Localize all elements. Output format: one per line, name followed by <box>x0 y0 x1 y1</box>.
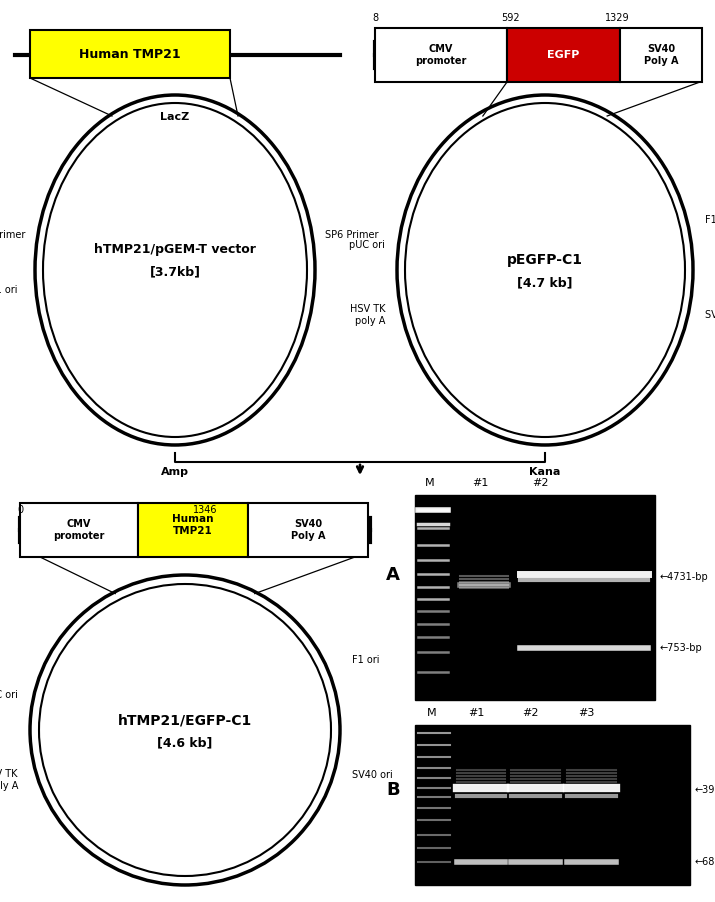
Text: pUC ori: pUC ori <box>0 690 18 700</box>
Text: hTMP21/pGEM-T vector: hTMP21/pGEM-T vector <box>94 244 256 256</box>
Bar <box>415 725 690 885</box>
Bar <box>375 28 507 82</box>
Text: F1 ori: F1 ori <box>705 215 715 225</box>
Text: LacZ: LacZ <box>160 112 189 122</box>
Text: [3.7kb]: [3.7kb] <box>149 265 200 279</box>
Text: Human
TMP21: Human TMP21 <box>172 514 214 536</box>
Text: HSV TK
poly A: HSV TK poly A <box>350 304 385 326</box>
Bar <box>248 503 368 557</box>
Text: hTMP21/EGFP-C1: hTMP21/EGFP-C1 <box>118 713 252 727</box>
Text: #1: #1 <box>472 478 488 488</box>
Text: Amp: Amp <box>161 467 189 477</box>
Text: CMV
promoter: CMV promoter <box>415 44 467 66</box>
Text: [4.7 kb]: [4.7 kb] <box>517 277 573 290</box>
Text: EGFP: EGFP <box>547 50 579 60</box>
Text: 0: 0 <box>17 505 23 515</box>
Text: Kana: Kana <box>529 467 561 477</box>
Text: #1: #1 <box>468 708 484 718</box>
Text: T7 Primer: T7 Primer <box>0 230 25 240</box>
Text: M: M <box>427 708 437 718</box>
Text: 8: 8 <box>372 13 378 23</box>
Text: SV40 ori: SV40 ori <box>705 310 715 320</box>
Text: F1 ori: F1 ori <box>0 285 17 295</box>
Bar <box>138 503 248 557</box>
Text: #2: #2 <box>532 478 548 488</box>
Bar <box>415 495 655 700</box>
Text: #2: #2 <box>522 708 538 718</box>
Text: 1329: 1329 <box>605 13 629 23</box>
Bar <box>30 30 230 78</box>
Text: ←3979-bp: ←3979-bp <box>695 785 715 795</box>
Text: 1346: 1346 <box>193 505 217 515</box>
Text: HSV TK
poly A: HSV TK poly A <box>0 769 18 791</box>
Text: Human TMP21: Human TMP21 <box>79 49 181 61</box>
Text: ←753-bp: ←753-bp <box>660 643 703 653</box>
Bar <box>20 503 138 557</box>
Text: 592: 592 <box>500 13 519 23</box>
Text: M: M <box>425 478 435 488</box>
Text: SP6 Primer: SP6 Primer <box>325 230 378 240</box>
Bar <box>507 28 620 82</box>
Text: F1 ori: F1 ori <box>352 655 380 665</box>
Text: ←4731-bp: ←4731-bp <box>660 572 709 582</box>
Bar <box>620 28 702 82</box>
Text: SV40 ori: SV40 ori <box>352 770 393 780</box>
Text: ←681-bp: ←681-bp <box>695 857 715 867</box>
Text: [4.6 kb]: [4.6 kb] <box>157 737 212 750</box>
Text: B: B <box>386 781 400 799</box>
Text: #3: #3 <box>578 708 594 718</box>
Text: pEGFP-C1: pEGFP-C1 <box>507 253 583 267</box>
Text: pUC ori: pUC ori <box>349 240 385 250</box>
Text: CMV
promoter: CMV promoter <box>54 520 104 541</box>
Text: SV40
Poly A: SV40 Poly A <box>644 44 679 66</box>
Text: A: A <box>386 566 400 584</box>
Text: SV40
Poly A: SV40 Poly A <box>291 520 325 541</box>
